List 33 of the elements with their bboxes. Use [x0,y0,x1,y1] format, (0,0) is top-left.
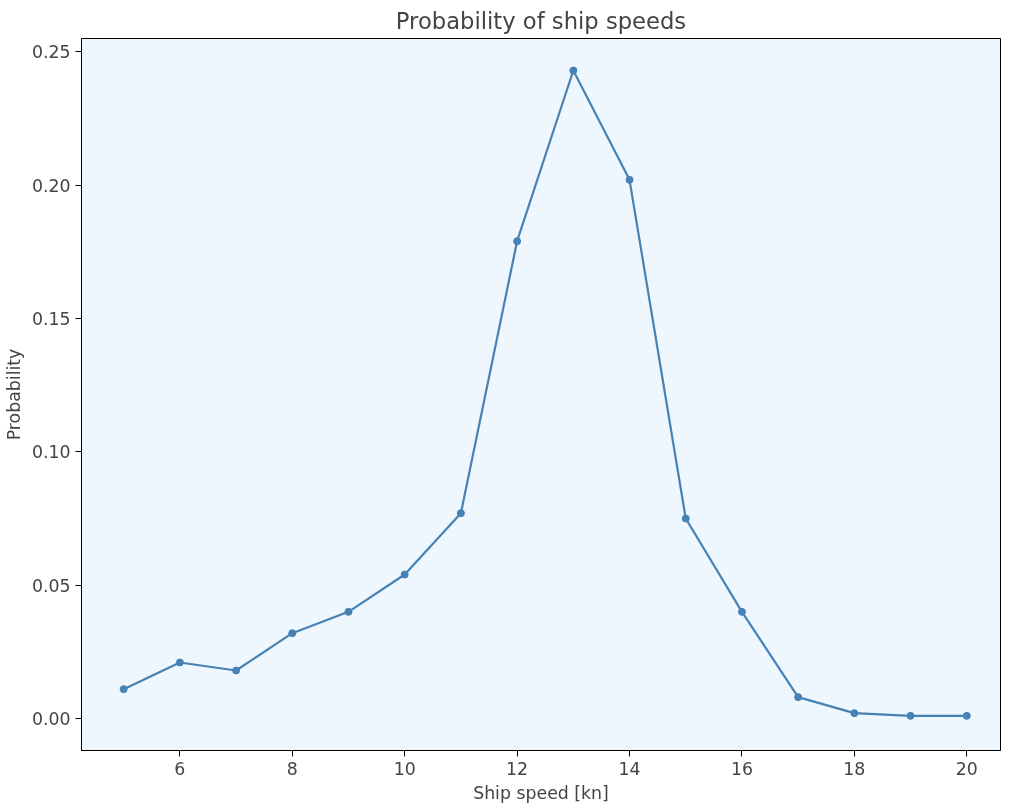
x-axis-title: Ship speed [kn] [473,782,609,803]
point [456,509,465,518]
point [906,711,915,720]
x-tick-label: 20 [955,758,978,779]
y-tick-label: 0.05 [31,575,71,596]
point [344,607,353,616]
x-tick-label: 10 [393,758,416,779]
point [737,607,746,616]
y-axis-title: Probability [3,348,24,441]
x-tick-label: 18 [843,758,866,779]
x-tick-label: 14 [618,758,641,779]
point [625,175,634,184]
y-tick-label: 0.25 [31,42,71,63]
y-tick-label: 0.15 [31,309,71,329]
point [681,514,690,523]
point [288,629,297,638]
y-tick-label: 0.10 [31,442,71,463]
x-tick-label: 6 [174,758,186,779]
point [119,685,128,694]
y-tick-label: 0.20 [31,175,71,196]
x-tick-label: 16 [730,758,753,779]
point [513,237,522,246]
point [794,693,803,702]
point [400,570,409,579]
point [962,711,971,720]
point [175,658,184,667]
x-tick-label: 8 [286,758,298,779]
point [569,66,578,75]
point [850,709,859,718]
point [232,666,241,675]
chart-title: Probability of ship speeds [395,7,687,34]
y-tick-label: 0.00 [31,709,71,729]
x-tick-label: 12 [506,758,529,779]
